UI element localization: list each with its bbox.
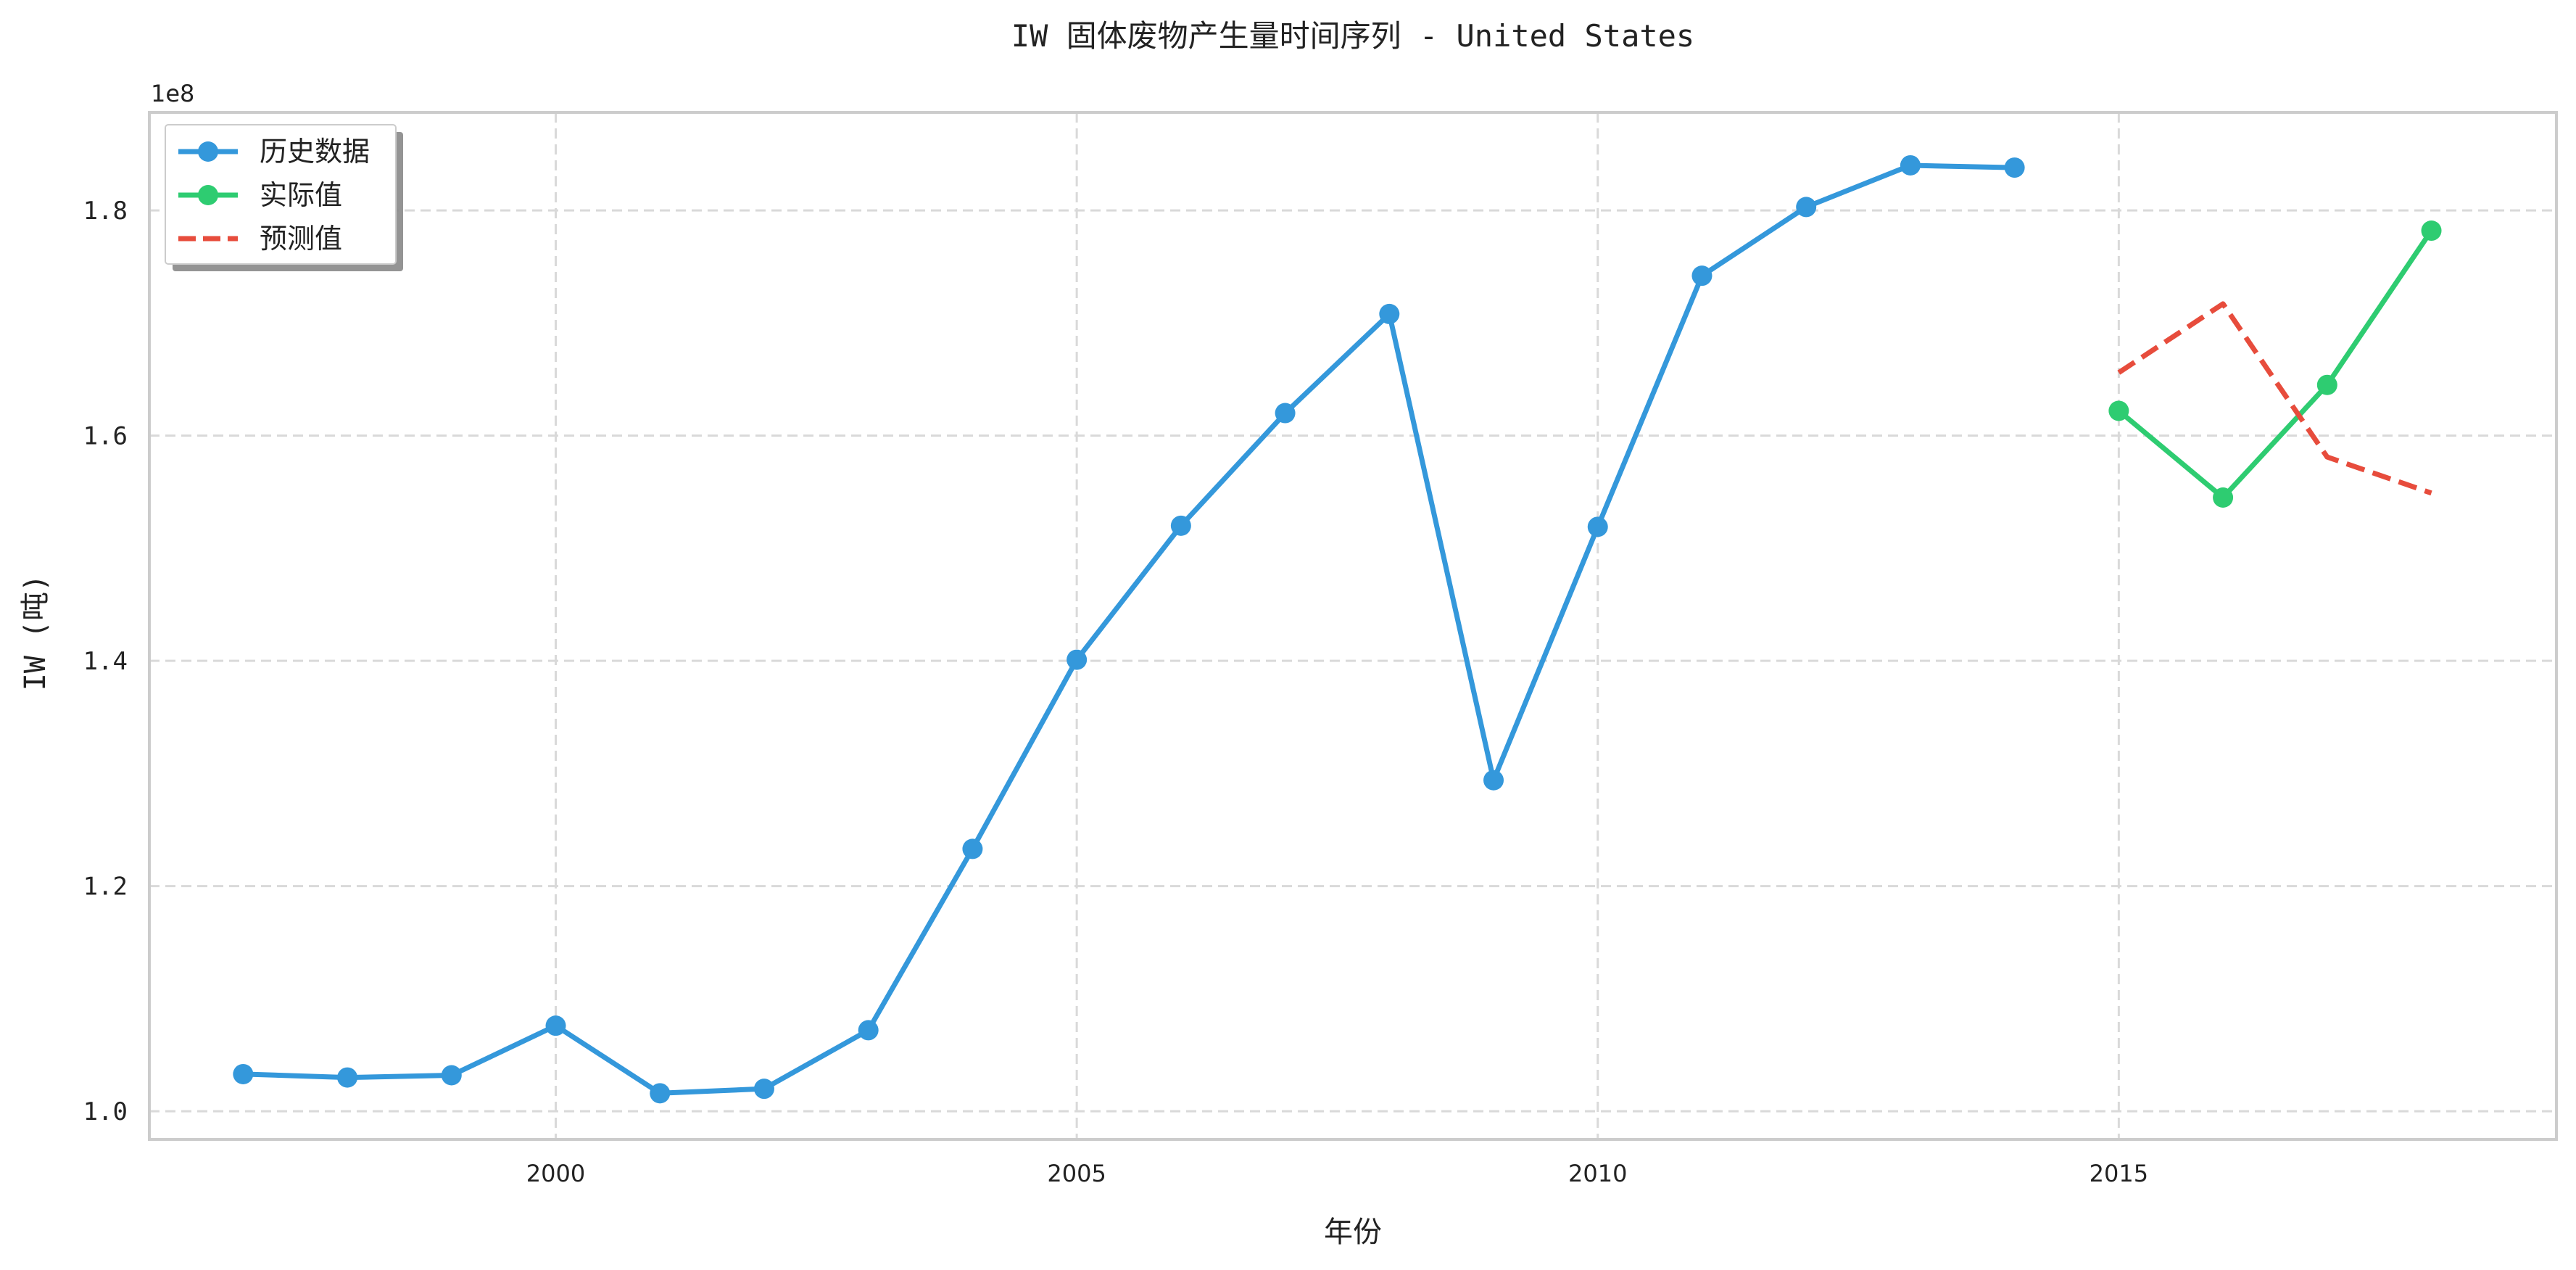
grid-lines — [149, 112, 2556, 1139]
data-point-0 — [1900, 154, 1921, 176]
series-line-2 — [2117, 301, 2432, 496]
x-tick-label: 2000 — [526, 1160, 585, 1187]
data-point-0 — [1796, 197, 1817, 218]
data-point-0 — [1691, 265, 1712, 286]
data-point-0 — [858, 1020, 879, 1041]
x-tick-label: 2005 — [1047, 1160, 1106, 1187]
legend-label: 预测值 — [260, 223, 342, 255]
x-axis-label: 年份 — [1324, 1216, 1382, 1249]
data-point-0 — [753, 1079, 774, 1100]
legend-label: 实际值 — [260, 179, 342, 211]
data-point-0 — [650, 1083, 671, 1104]
legend-marker — [198, 185, 218, 205]
legend-label: 历史数据 — [260, 136, 370, 168]
x-tick-label: 2015 — [2090, 1160, 2148, 1187]
data-point-1 — [2316, 374, 2337, 395]
data-point-0 — [233, 1063, 254, 1084]
legend-box — [165, 124, 397, 265]
y-tick-label: 1.6 — [83, 422, 128, 451]
y-axis-offset-label: 1e8 — [151, 80, 194, 107]
data-point-1 — [2421, 220, 2442, 242]
plot-frame — [148, 111, 2558, 1141]
data-point-0 — [1483, 770, 1504, 791]
y-tick-label: 1.4 — [83, 647, 128, 676]
data-point-0 — [1170, 515, 1191, 536]
x-tick-label: 2010 — [1568, 1160, 1627, 1187]
chart-title: IW 固体废物产生量时间序列 - United States — [1011, 18, 1694, 54]
data-point-0 — [1275, 403, 1296, 424]
data-point-0 — [962, 838, 983, 859]
data-point-0 — [1379, 303, 1400, 324]
data-point-0 — [1587, 516, 1608, 537]
y-tick-label: 1.8 — [83, 197, 128, 226]
data-point-0 — [545, 1015, 566, 1036]
y-axis-label: IW (吨) — [19, 574, 52, 690]
data-point-0 — [337, 1067, 358, 1088]
plot-series — [233, 154, 2442, 1104]
data-point-1 — [2213, 487, 2234, 508]
series-line-1 — [2116, 228, 2434, 500]
data-point-0 — [441, 1065, 462, 1086]
legend-marker — [198, 141, 218, 162]
data-point-1 — [2108, 400, 2129, 421]
y-tick-label: 1.0 — [83, 1097, 128, 1126]
axis-ticks: 2000 2005 2010 2015 1.0 1.2 1.4 1.6 1.8 — [83, 197, 2149, 1187]
series-line-0 — [240, 162, 2018, 1096]
data-point-0 — [1067, 649, 1088, 670]
y-tick-label: 1.2 — [83, 873, 128, 902]
data-point-0 — [2004, 157, 2025, 178]
